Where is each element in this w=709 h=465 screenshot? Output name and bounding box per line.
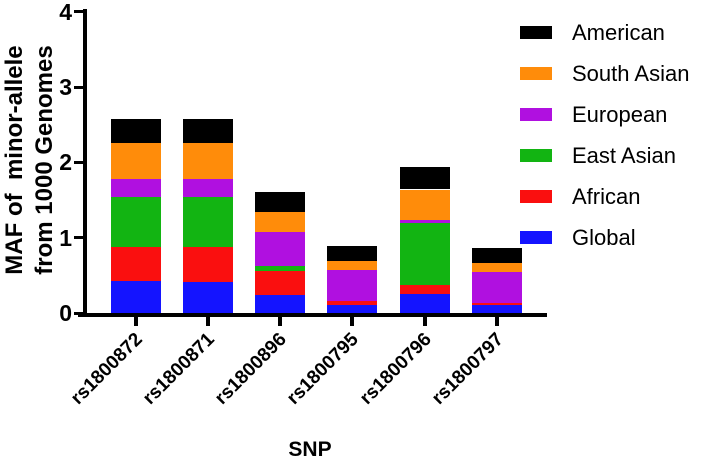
y-tick-label: 3 [59, 74, 72, 101]
y-tick-label: 1 [59, 224, 72, 251]
bar-segment [111, 247, 161, 282]
bar-segment [183, 142, 233, 179]
legend-label: European [572, 101, 668, 127]
bar-segment [183, 197, 233, 248]
y-tick-mark [74, 236, 83, 240]
legend-item: South Asian [520, 53, 689, 94]
bar-segment [255, 265, 305, 271]
legend-label: African [572, 183, 641, 209]
bar-segment [472, 272, 522, 304]
legend-item: East Asian [520, 135, 689, 176]
y-tick-mark [74, 85, 83, 89]
y-axis-line [83, 9, 87, 317]
bar-segment [400, 285, 450, 295]
bar-segment [111, 142, 161, 179]
legend-label: Global [572, 224, 636, 250]
y-tick-mark [74, 160, 83, 164]
bar-segment [183, 282, 233, 313]
y-tick-mark [74, 311, 83, 315]
legend-label: American [572, 19, 665, 45]
legend-swatch-european [520, 108, 552, 121]
bar-segment [327, 300, 377, 305]
bar-segment [327, 261, 377, 271]
bar-segment [472, 303, 522, 306]
legend-swatch-east-asian [520, 149, 552, 162]
x-axis-title: SNP [288, 438, 332, 461]
bar-segment [183, 178, 233, 198]
legend-item: Global [520, 217, 689, 258]
y-tick-label: 4 [59, 0, 72, 25]
bar-segment [183, 247, 233, 283]
x-category-label: rs1800795 [282, 329, 363, 409]
x-category-label: rs1800871 [138, 329, 219, 409]
x-tick-mark [278, 317, 282, 326]
x-tick-mark [495, 317, 499, 326]
y-tick-label: 0 [59, 300, 72, 326]
bar-segment [472, 305, 522, 313]
x-category-label: rs1800797 [427, 329, 508, 409]
bar-segment [400, 189, 450, 220]
bar-segment [255, 191, 305, 213]
x-category-label: rs1800896 [210, 329, 291, 409]
legend-swatch-american [520, 26, 552, 39]
bar-segment [327, 304, 377, 313]
bar-segment [400, 166, 450, 190]
bar-segment [327, 245, 377, 262]
bar-segment [327, 270, 377, 301]
y-tick-label: 2 [59, 149, 72, 176]
legend-swatch-african [520, 190, 552, 203]
bar-segment [111, 281, 161, 313]
bar-segment [255, 231, 305, 266]
legend-swatch-south-asian [520, 67, 552, 80]
bar-segment [111, 178, 161, 198]
bar-segment [111, 197, 161, 248]
x-tick-mark [206, 317, 210, 326]
bar-segment [400, 222, 450, 286]
legend-item: African [520, 176, 689, 217]
bar-segment [111, 118, 161, 143]
legend-item: American [520, 12, 689, 53]
legend-label: South Asian [572, 60, 690, 86]
legend-item: European [520, 94, 689, 135]
x-category-label: rs1800796 [355, 329, 436, 409]
bar-segment [400, 219, 450, 223]
bar-segment [255, 212, 305, 232]
bar-segment [472, 248, 522, 263]
x-axis-line [78, 313, 547, 317]
bar-segment [183, 118, 233, 143]
bar-segment [255, 294, 305, 313]
x-tick-mark [134, 317, 138, 326]
x-category-label: rs1800872 [66, 329, 147, 409]
legend: American South Asian European East Asian Afr… [520, 12, 689, 258]
x-tick-mark [423, 317, 427, 326]
bar-segment [472, 262, 522, 273]
legend-swatch-global [520, 231, 552, 244]
y-tick-mark [74, 10, 83, 14]
bar-segment [400, 294, 450, 313]
x-tick-mark [350, 317, 354, 326]
legend-label: East Asian [572, 142, 676, 168]
bar-segment [255, 270, 305, 295]
